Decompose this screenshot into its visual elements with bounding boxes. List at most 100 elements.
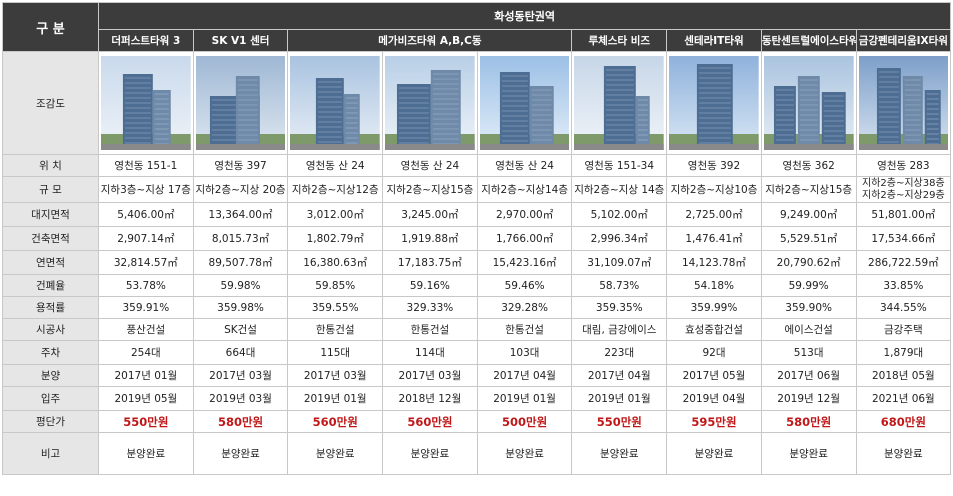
cell-building-area: 1,802.79㎡ bbox=[287, 226, 384, 251]
cell-parking: 103대 bbox=[476, 340, 573, 365]
cell-total-floor-area: 16,380.63㎡ bbox=[287, 250, 384, 275]
table-row: 대지면적 5,406.00㎡ 13,364.00㎡ 3,012.00㎡ 3,245.00… bbox=[2, 202, 952, 227]
row-label-constructor: 시공사 bbox=[2, 318, 99, 341]
building-illustration bbox=[195, 56, 286, 150]
cell-floor-area-ratio: 344.55% bbox=[855, 296, 952, 319]
table-row: 주차 254대 664대 115대 114대 103대 223대 92대 513대 1,879대 bbox=[2, 340, 952, 365]
table-row: 건축면적 2,907.14㎡ 8,015.73㎡ 1,802.79㎡ 1,919.88㎡… bbox=[2, 226, 952, 251]
cell-total-floor-area: 14,123.78㎡ bbox=[666, 250, 762, 275]
cell-parking: 223대 bbox=[571, 340, 668, 365]
cell-constructor: 효성중합건설 bbox=[666, 318, 762, 341]
cell-move-in: 2019년 01월 bbox=[287, 386, 384, 411]
building-rendering bbox=[855, 51, 952, 155]
building-rendering bbox=[382, 51, 478, 155]
cell-price: 580만원 bbox=[760, 410, 857, 433]
cell-parking: 1,879대 bbox=[855, 340, 952, 365]
building-rendering bbox=[760, 51, 857, 155]
cell-total-floor-area: 15,423.16㎡ bbox=[476, 250, 573, 275]
region-header: 화성동탄권역 bbox=[97, 2, 952, 30]
cell-constructor: 한통건설 bbox=[476, 318, 573, 341]
cell-coverage-ratio: 59.99% bbox=[760, 274, 857, 297]
cell-note: 분양완료 bbox=[571, 432, 668, 475]
row-label-sale: 분양 bbox=[2, 364, 99, 387]
row-label-scale: 규 모 bbox=[2, 176, 99, 203]
table-row: 시공사 풍산건설 SK건설 한통건설 한통건설 한통건설 대림, 금강에이스 효성중합건설 에이… bbox=[2, 318, 952, 341]
cell-parking: 115대 bbox=[287, 340, 384, 365]
cell-building-area: 2,907.14㎡ bbox=[98, 226, 194, 251]
cell-land-area: 51,801.00㎡ bbox=[855, 202, 952, 227]
cell-building-area: 2,996.34㎡ bbox=[571, 226, 668, 251]
building-comparison-table: 구 분 화성동탄권역 더퍼스트타워 3 SK V1 센터 메가비즈타워 A,B,C동… bbox=[2, 2, 952, 475]
building-illustration bbox=[479, 56, 570, 150]
building-name-header: SK V1 센터 bbox=[192, 29, 289, 52]
cell-constructor: 대림, 금강에이스 bbox=[571, 318, 668, 341]
table-row: 용적률 359.91% 359.98% 359.55% 329.33% 329.28% 35… bbox=[2, 296, 952, 319]
cell-location: 영천동 산 24 bbox=[287, 154, 384, 177]
building-illustration bbox=[574, 56, 665, 150]
cell-price: 550만원 bbox=[571, 410, 668, 433]
building-rendering bbox=[98, 51, 194, 155]
cell-parking: 664대 bbox=[192, 340, 289, 365]
cell-price: 560만원 bbox=[382, 410, 478, 433]
cell-land-area: 2,970.00㎡ bbox=[476, 202, 573, 227]
cell-parking: 92대 bbox=[666, 340, 762, 365]
cell-price: 550만원 bbox=[98, 410, 194, 433]
row-label-location: 위 치 bbox=[2, 154, 99, 177]
table-row: 건폐율 53.78% 59.98% 59.85% 59.16% 59.46% 58.73% 5… bbox=[2, 274, 952, 297]
cell-scale: 지하2층~지상 14층 bbox=[571, 176, 668, 203]
table-row: 평단가 550만원 580만원 560만원 560만원 500만원 550만원 595만원 58… bbox=[2, 410, 952, 433]
cell-total-floor-area: 286,722.59㎡ bbox=[855, 250, 952, 275]
building-rendering bbox=[192, 51, 289, 155]
cell-building-area: 1,476.41㎡ bbox=[666, 226, 762, 251]
cell-floor-area-ratio: 359.98% bbox=[192, 296, 289, 319]
cell-coverage-ratio: 59.16% bbox=[382, 274, 478, 297]
cell-note: 분양완료 bbox=[287, 432, 384, 475]
cell-floor-area-ratio: 359.35% bbox=[571, 296, 668, 319]
cell-location: 영천동 283 bbox=[855, 154, 952, 177]
cell-sale: 2017년 04월 bbox=[571, 364, 668, 387]
cell-floor-area-ratio: 329.28% bbox=[476, 296, 573, 319]
cell-move-in: 2019년 05월 bbox=[98, 386, 194, 411]
cell-scale: 지하2층~지상12층 bbox=[287, 176, 384, 203]
data-rows: 위 치 영천동 151-1 영천동 397 영천동 산 24 영천동 산 24 영천동 산… bbox=[2, 154, 952, 475]
cell-building-area: 1,766.00㎡ bbox=[476, 226, 573, 251]
table-row: 비고 분양완료 분양완료 분양완료 분양완료 분양완료 분양완료 분양완료 분양완료 분양완료 bbox=[2, 432, 952, 475]
cell-parking: 254대 bbox=[98, 340, 194, 365]
cell-note: 분양완료 bbox=[760, 432, 857, 475]
cell-sale: 2017년 04월 bbox=[476, 364, 573, 387]
cell-land-area: 5,102.00㎡ bbox=[571, 202, 668, 227]
cell-parking: 513대 bbox=[760, 340, 857, 365]
cell-sale: 2017년 06월 bbox=[760, 364, 857, 387]
row-label-note: 비고 bbox=[2, 432, 99, 475]
building-illustration bbox=[858, 56, 949, 150]
cell-land-area: 3,245.00㎡ bbox=[382, 202, 478, 227]
building-rendering bbox=[476, 51, 573, 155]
cell-move-in: 2019년 01월 bbox=[571, 386, 668, 411]
cell-location: 영천동 397 bbox=[192, 154, 289, 177]
cell-constructor: 한통건설 bbox=[382, 318, 478, 341]
group-label-header: 구 분 bbox=[2, 2, 99, 52]
cell-building-area: 17,534.66㎡ bbox=[855, 226, 952, 251]
cell-coverage-ratio: 59.98% bbox=[192, 274, 289, 297]
cell-location: 영천동 392 bbox=[666, 154, 762, 177]
cell-move-in: 2018년 12월 bbox=[382, 386, 478, 411]
cell-land-area: 13,364.00㎡ bbox=[192, 202, 289, 227]
building-name-header: 동탄센트럴에이스타워 bbox=[760, 29, 857, 52]
cell-parking: 114대 bbox=[382, 340, 478, 365]
cell-note: 분양완료 bbox=[855, 432, 952, 475]
cell-coverage-ratio: 54.18% bbox=[666, 274, 762, 297]
cell-move-in: 2021년 06월 bbox=[855, 386, 952, 411]
cell-scale: 지하3층~지상 17층 bbox=[98, 176, 194, 203]
building-name-header: 더퍼스트타워 3 bbox=[98, 29, 194, 52]
table-row: 위 치 영천동 151-1 영천동 397 영천동 산 24 영천동 산 24 영천동 산… bbox=[2, 154, 952, 177]
cell-sale: 2017년 03월 bbox=[192, 364, 289, 387]
building-rendering bbox=[287, 51, 384, 155]
cell-note: 분양완료 bbox=[666, 432, 762, 475]
row-label-move-in: 입주 bbox=[2, 386, 99, 411]
cell-coverage-ratio: 59.85% bbox=[287, 274, 384, 297]
cell-coverage-ratio: 58.73% bbox=[571, 274, 668, 297]
cell-total-floor-area: 17,183.75㎡ bbox=[382, 250, 478, 275]
cell-scale: 지하2층~지상14층 bbox=[476, 176, 573, 203]
cell-price: 580만원 bbox=[192, 410, 289, 433]
cell-floor-area-ratio: 329.33% bbox=[382, 296, 478, 319]
